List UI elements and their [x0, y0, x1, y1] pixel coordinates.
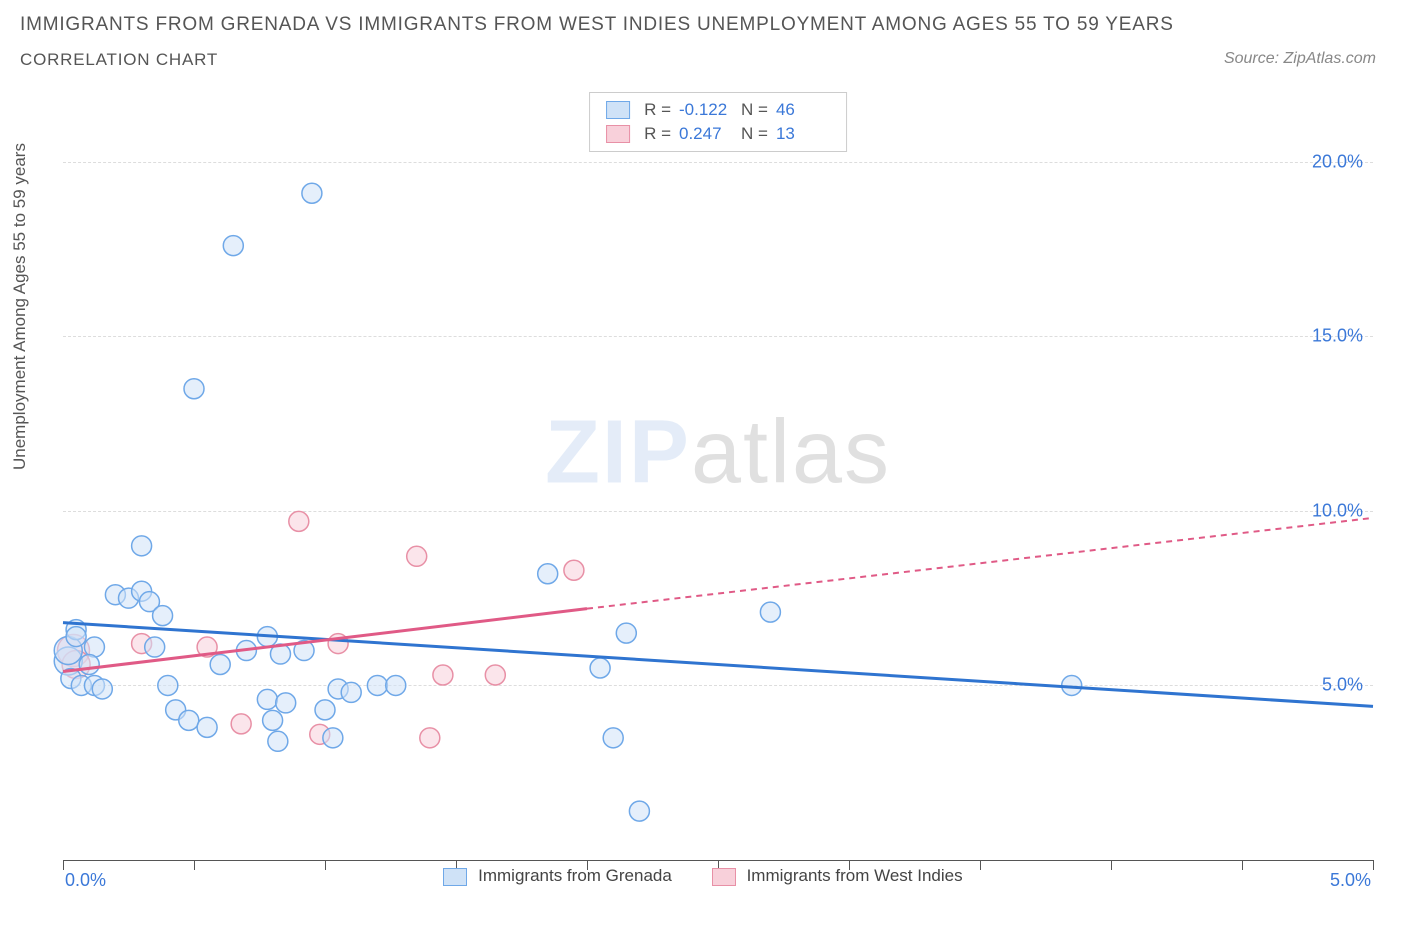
data-point-grenada — [179, 710, 199, 730]
data-point-grenada — [263, 710, 283, 730]
trend-line-westindies-extrapolated — [587, 518, 1373, 609]
chart-title-line1: IMMIGRANTS FROM GRENADA VS IMMIGRANTS FR… — [20, 14, 1174, 36]
data-point-grenada — [153, 606, 173, 626]
data-point-grenada — [323, 728, 343, 748]
data-point-westindies — [564, 560, 584, 580]
legend-item-westindies: Immigrants from West Indies — [712, 866, 963, 886]
data-point-grenada — [184, 379, 204, 399]
data-point-westindies — [289, 511, 309, 531]
correlation-legend: R = -0.122 N = 46 R = 0.247 N = 13 — [589, 92, 847, 152]
data-point-grenada — [145, 637, 165, 657]
data-point-grenada — [538, 564, 558, 584]
r-label: R = — [644, 98, 671, 122]
correlation-legend-row-westindies: R = 0.247 N = 13 — [606, 122, 830, 146]
n-value-grenada: 46 — [776, 98, 830, 122]
data-point-grenada — [386, 675, 406, 695]
data-point-grenada — [629, 801, 649, 821]
chart-title-block: IMMIGRANTS FROM GRENADA VS IMMIGRANTS FR… — [20, 14, 1174, 70]
data-point-grenada — [223, 236, 243, 256]
swatch-westindies-icon — [712, 868, 736, 886]
data-point-grenada — [367, 675, 387, 695]
data-point-grenada — [302, 183, 322, 203]
data-point-grenada — [79, 655, 99, 675]
n-value-westindies: 13 — [776, 122, 830, 146]
legend-item-grenada: Immigrants from Grenada — [443, 866, 671, 886]
data-point-grenada — [197, 717, 217, 737]
r-label: R = — [644, 122, 671, 146]
data-point-grenada — [341, 682, 361, 702]
data-point-grenada — [315, 700, 335, 720]
data-point-grenada — [257, 689, 277, 709]
series-legend: Immigrants from Grenada Immigrants from … — [0, 866, 1406, 886]
data-point-westindies — [485, 665, 505, 685]
data-point-westindies — [420, 728, 440, 748]
data-point-grenada — [603, 728, 623, 748]
data-point-grenada — [92, 679, 112, 699]
data-point-grenada — [268, 731, 288, 751]
scatter-chart: 5.0%10.0%15.0%20.0% ZIPatlas R = -0.122 … — [63, 92, 1373, 861]
n-label: N = — [741, 98, 768, 122]
data-point-grenada — [760, 602, 780, 622]
data-point-grenada — [616, 623, 636, 643]
n-label: N = — [741, 122, 768, 146]
data-point-westindies — [231, 714, 251, 734]
plot-svg — [63, 92, 1373, 860]
data-point-grenada — [66, 627, 86, 647]
data-point-westindies — [433, 665, 453, 685]
data-point-westindies — [407, 546, 427, 566]
data-point-grenada — [132, 536, 152, 556]
data-point-grenada — [590, 658, 610, 678]
correlation-legend-row-grenada: R = -0.122 N = 46 — [606, 98, 830, 122]
data-point-grenada — [210, 655, 230, 675]
legend-label-grenada: Immigrants from Grenada — [478, 866, 672, 885]
swatch-westindies-icon — [606, 125, 630, 143]
y-axis-title: Unemployment Among Ages 55 to 59 years — [10, 143, 30, 470]
swatch-grenada-icon — [443, 868, 467, 886]
source-attribution: Source: ZipAtlas.com — [1224, 50, 1376, 68]
data-point-grenada — [158, 675, 178, 695]
r-value-grenada: -0.122 — [679, 98, 733, 122]
r-value-westindies: 0.247 — [679, 122, 733, 146]
legend-label-westindies: Immigrants from West Indies — [747, 866, 963, 885]
swatch-grenada-icon — [606, 101, 630, 119]
chart-title-line2: CORRELATION CHART — [20, 50, 1174, 70]
data-point-grenada — [276, 693, 296, 713]
